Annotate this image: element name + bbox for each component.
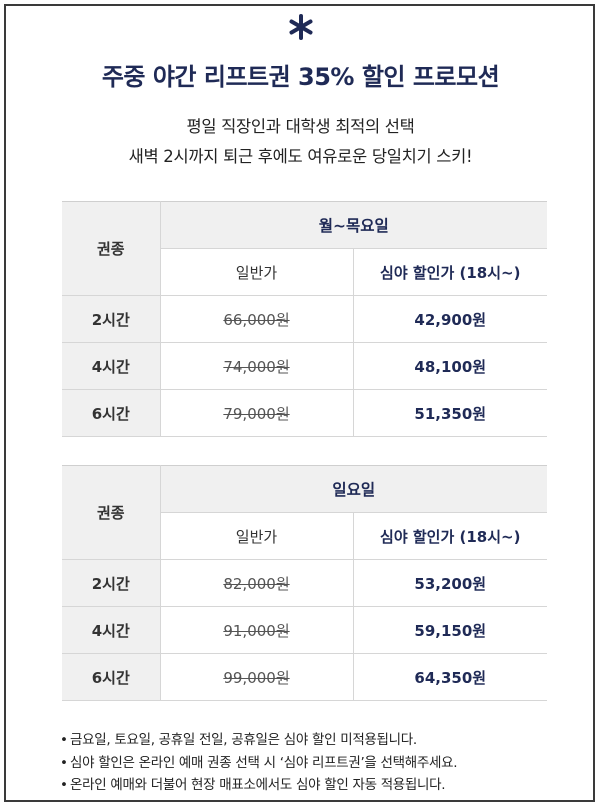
table-row: 4시간 74,000원 48,100원 — [62, 342, 547, 390]
normal-price: 74,000원 — [223, 357, 290, 376]
row-label: 6시간 — [62, 653, 161, 701]
day-header: 일요일 — [160, 465, 547, 513]
night-price-header: 심야 할인가 (18시~) — [353, 512, 547, 560]
kind-header: 권종 — [62, 465, 161, 560]
kind-header: 권종 — [62, 201, 161, 296]
note-text: 심야 할인은 온라인 예매 권종 선택 시 ‘심야 리프트권’을 선택해주세요. — [70, 754, 458, 771]
table-row: 6시간 79,000원 51,350원 — [62, 389, 547, 437]
night-price: 59,150원 — [353, 606, 547, 654]
table-row: 4시간 91,000원 59,150원 — [62, 606, 547, 654]
bullet-icon: • — [60, 754, 68, 771]
row-label: 4시간 — [62, 342, 161, 390]
table-row: 2시간 82,000원 53,200원 — [62, 559, 547, 607]
page-subtitle: 평일 직장인과 대학생 최적의 선택 새벽 2시까지 퇴근 후에도 여유로운 당… — [0, 112, 601, 172]
page-title: 주중 야간 리프트권 35% 할인 프로모션 — [101, 63, 500, 91]
normal-price: 99,000원 — [223, 668, 290, 687]
normal-price-header: 일반가 — [160, 248, 354, 296]
note-text: 금요일, 토요일, 공휴일 전일, 공휴일은 심야 할인 미적용됩니다. — [70, 732, 417, 748]
price-table-sunday: 권종 일요일 일반가 심야 할인가 (18시~) 2시간 82,000원 53,… — [62, 465, 547, 701]
normal-price: 82,000원 — [223, 574, 290, 593]
night-price-header: 심야 할인가 (18시~) — [353, 248, 547, 296]
price-table-weekday: 권종 월~목요일 일반가 심야 할인가 (18시~) 2시간 66,000원 4… — [62, 201, 547, 437]
note-text: 온라인 예매와 더불어 현장 매표소에서도 심야 할인 자동 적용됩니다. — [70, 777, 446, 793]
row-label: 6시간 — [62, 389, 161, 437]
table-row: 2시간 66,000원 42,900원 — [62, 295, 547, 343]
subtitle-line: 평일 직장인과 대학생 최적의 선택 — [186, 117, 415, 136]
normal-price-header: 일반가 — [160, 512, 354, 560]
bullet-icon: • — [60, 732, 68, 748]
day-header: 월~목요일 — [160, 201, 547, 249]
notes-list: • 금요일, 토요일, 공휴일 전일, 공휴일은 심야 할인 미적용됩니다. • 심… — [60, 729, 580, 797]
note-item: • 온라인 예매와 더불어 현장 매표소에서도 심야 할인 자동 적용됩니다. — [60, 774, 580, 797]
night-price: 51,350원 — [353, 389, 547, 437]
row-label: 2시간 — [62, 295, 161, 343]
night-price: 42,900원 — [353, 295, 547, 343]
night-price: 48,100원 — [353, 342, 547, 390]
page-frame — [4, 4, 595, 802]
asterisk-icon — [0, 14, 601, 44]
normal-price: 91,000원 — [223, 621, 290, 640]
note-item: • 금요일, 토요일, 공휴일 전일, 공휴일은 심야 할인 미적용됩니다. — [60, 729, 580, 752]
subtitle-line: 새벽 2시까지 퇴근 후에도 여유로운 당일치기 스키! — [128, 147, 473, 166]
normal-price: 66,000원 — [223, 310, 290, 329]
row-label: 2시간 — [62, 559, 161, 607]
bullet-icon: • — [60, 777, 68, 793]
night-price: 64,350원 — [353, 653, 547, 701]
table-row: 6시간 99,000원 64,350원 — [62, 653, 547, 701]
row-label: 4시간 — [62, 606, 161, 654]
normal-price: 79,000원 — [223, 404, 290, 423]
note-item: • 심야 할인은 온라인 예매 권종 선택 시 ‘심야 리프트권’을 선택해주세요… — [60, 752, 580, 775]
night-price: 53,200원 — [353, 559, 547, 607]
